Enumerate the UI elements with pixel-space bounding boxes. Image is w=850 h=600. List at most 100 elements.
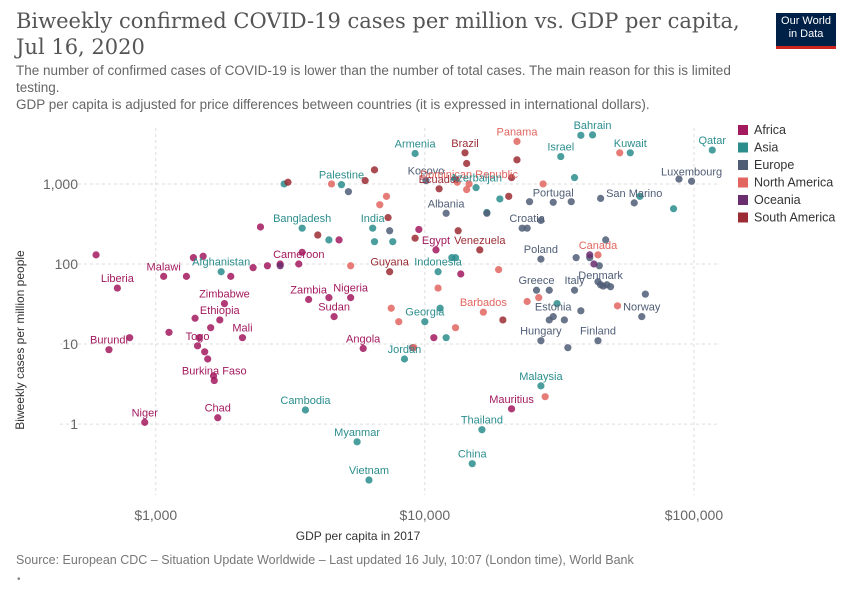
- data-point-vietnam: [365, 476, 373, 484]
- legend-swatch-south-america: [738, 212, 748, 223]
- data-point-5: [182, 272, 191, 280]
- data-point-palestine: [337, 181, 346, 189]
- point-label-china: China: [458, 449, 488, 461]
- point-label-san-marino: San Marino: [606, 188, 662, 200]
- data-point-croatia: [523, 224, 531, 232]
- data-point-25: [389, 238, 397, 246]
- data-point-42: [518, 224, 526, 232]
- data-point-denmark: [597, 281, 605, 289]
- data-point-88: [411, 234, 419, 242]
- y-tick-label-1: 1: [70, 416, 78, 432]
- data-point-kuwait: [626, 149, 634, 157]
- point-label-guyana: Guyana: [370, 257, 409, 269]
- data-point-burundi: [105, 346, 113, 354]
- y-tick-label-100: 100: [55, 256, 79, 272]
- point-label-palestine: Palestine: [319, 170, 364, 182]
- data-point-80: [410, 344, 418, 352]
- data-point-75: [495, 266, 503, 274]
- data-point-brazil: [461, 149, 469, 157]
- data-point-cambodia: [301, 406, 310, 414]
- legend-label-africa: Africa: [754, 123, 786, 137]
- x-tick-label-10-000: $10,000: [400, 507, 451, 523]
- logo-line-2: in Data: [788, 28, 824, 40]
- y-axis-title: Biweekly cases per million people: [13, 250, 27, 430]
- data-point-15: [195, 334, 203, 342]
- point-label-cameroon: Cameroon: [273, 249, 324, 261]
- data-point-39: [386, 227, 394, 235]
- data-point-jordan: [400, 355, 409, 363]
- point-label-estonia: Estonia: [535, 302, 573, 314]
- data-point-35: [636, 192, 644, 200]
- legend-swatch-north-america: [738, 177, 748, 188]
- legend-swatch-asia: [738, 142, 748, 153]
- data-point-0: [92, 251, 100, 259]
- data-point-28: [448, 254, 456, 262]
- subtitle-line-1: The number of confirmed cases of COVID-1…: [16, 63, 731, 95]
- data-point-6: [256, 223, 265, 231]
- data-point-84: [284, 178, 292, 186]
- point-label-chad: Chad: [205, 403, 231, 415]
- point-label-angola: Angola: [346, 333, 381, 345]
- data-point-10: [415, 225, 423, 234]
- point-label-brazil: Brazil: [451, 138, 479, 150]
- data-point-91: [499, 316, 507, 324]
- data-point-65: [376, 201, 384, 209]
- data-point-41: [483, 209, 491, 217]
- data-point-myanmar: [353, 438, 361, 446]
- footer-dot: •: [17, 574, 21, 585]
- data-point-armenia: [411, 149, 419, 158]
- data-point-norway: [638, 313, 646, 321]
- data-point-4: [227, 272, 235, 280]
- data-point-11: [457, 270, 465, 278]
- data-point-14: [165, 328, 173, 336]
- owid-logo[interactable]: Our World in Data: [776, 13, 836, 49]
- data-point-54: [606, 283, 615, 291]
- data-point-18: [204, 355, 212, 363]
- point-label-malawi: Malawi: [147, 261, 181, 273]
- legend-label-south-america: South America: [754, 211, 835, 225]
- legend-label-asia: Asia: [754, 141, 778, 155]
- data-point-kosovo: [422, 177, 430, 185]
- point-label-norway: Norway: [623, 302, 661, 314]
- data-point-26: [325, 236, 333, 244]
- data-point-afghanistan: [217, 268, 225, 276]
- point-label-burundi: Burundi: [90, 335, 128, 347]
- data-point-2: [199, 252, 207, 260]
- data-point-78: [541, 393, 549, 401]
- data-point-81: [276, 262, 284, 270]
- point-label-mali: Mali: [232, 323, 252, 335]
- data-point-59: [564, 344, 572, 352]
- data-point-guyana: [386, 268, 394, 276]
- data-point-72: [387, 304, 395, 312]
- point-label-greece: Greece: [518, 275, 554, 287]
- data-point-67: [463, 185, 471, 194]
- data-point-1: [189, 254, 197, 262]
- data-point-12: [191, 314, 199, 322]
- point-label-armenia: Armenia: [395, 139, 437, 151]
- data-point-niger: [141, 418, 149, 426]
- data-point-33: [577, 131, 585, 139]
- point-label-azerbaijan: Azerbaijan: [450, 173, 502, 185]
- point-label-malaysia: Malaysia: [519, 371, 563, 383]
- data-point-egypt: [432, 246, 440, 254]
- data-points: [92, 131, 716, 484]
- data-point-47: [602, 236, 610, 244]
- data-point-malaysia: [537, 382, 545, 390]
- point-label-togo: Togo: [186, 331, 210, 343]
- data-point-burkina-faso: [210, 376, 218, 385]
- point-label-qatar: Qatar: [699, 135, 727, 147]
- data-point-indonesia: [434, 268, 442, 276]
- data-point-liberia: [113, 284, 121, 292]
- point-label-indonesia: Indonesia: [414, 257, 463, 269]
- point-label-dominican-republic: Dominican Republic: [420, 169, 518, 181]
- data-point-malawi: [160, 272, 168, 280]
- data-point-45: [567, 198, 575, 206]
- data-point-71: [434, 284, 442, 292]
- data-point-66: [453, 178, 461, 186]
- subtitle-line-2: GDP per capita is adjusted for price dif…: [16, 97, 650, 112]
- data-point-mali: [238, 334, 247, 342]
- data-point-21: [325, 294, 333, 302]
- data-point-46: [597, 194, 605, 202]
- data-point-79: [613, 302, 622, 310]
- y-tick-label-1-000: 1,000: [43, 176, 78, 192]
